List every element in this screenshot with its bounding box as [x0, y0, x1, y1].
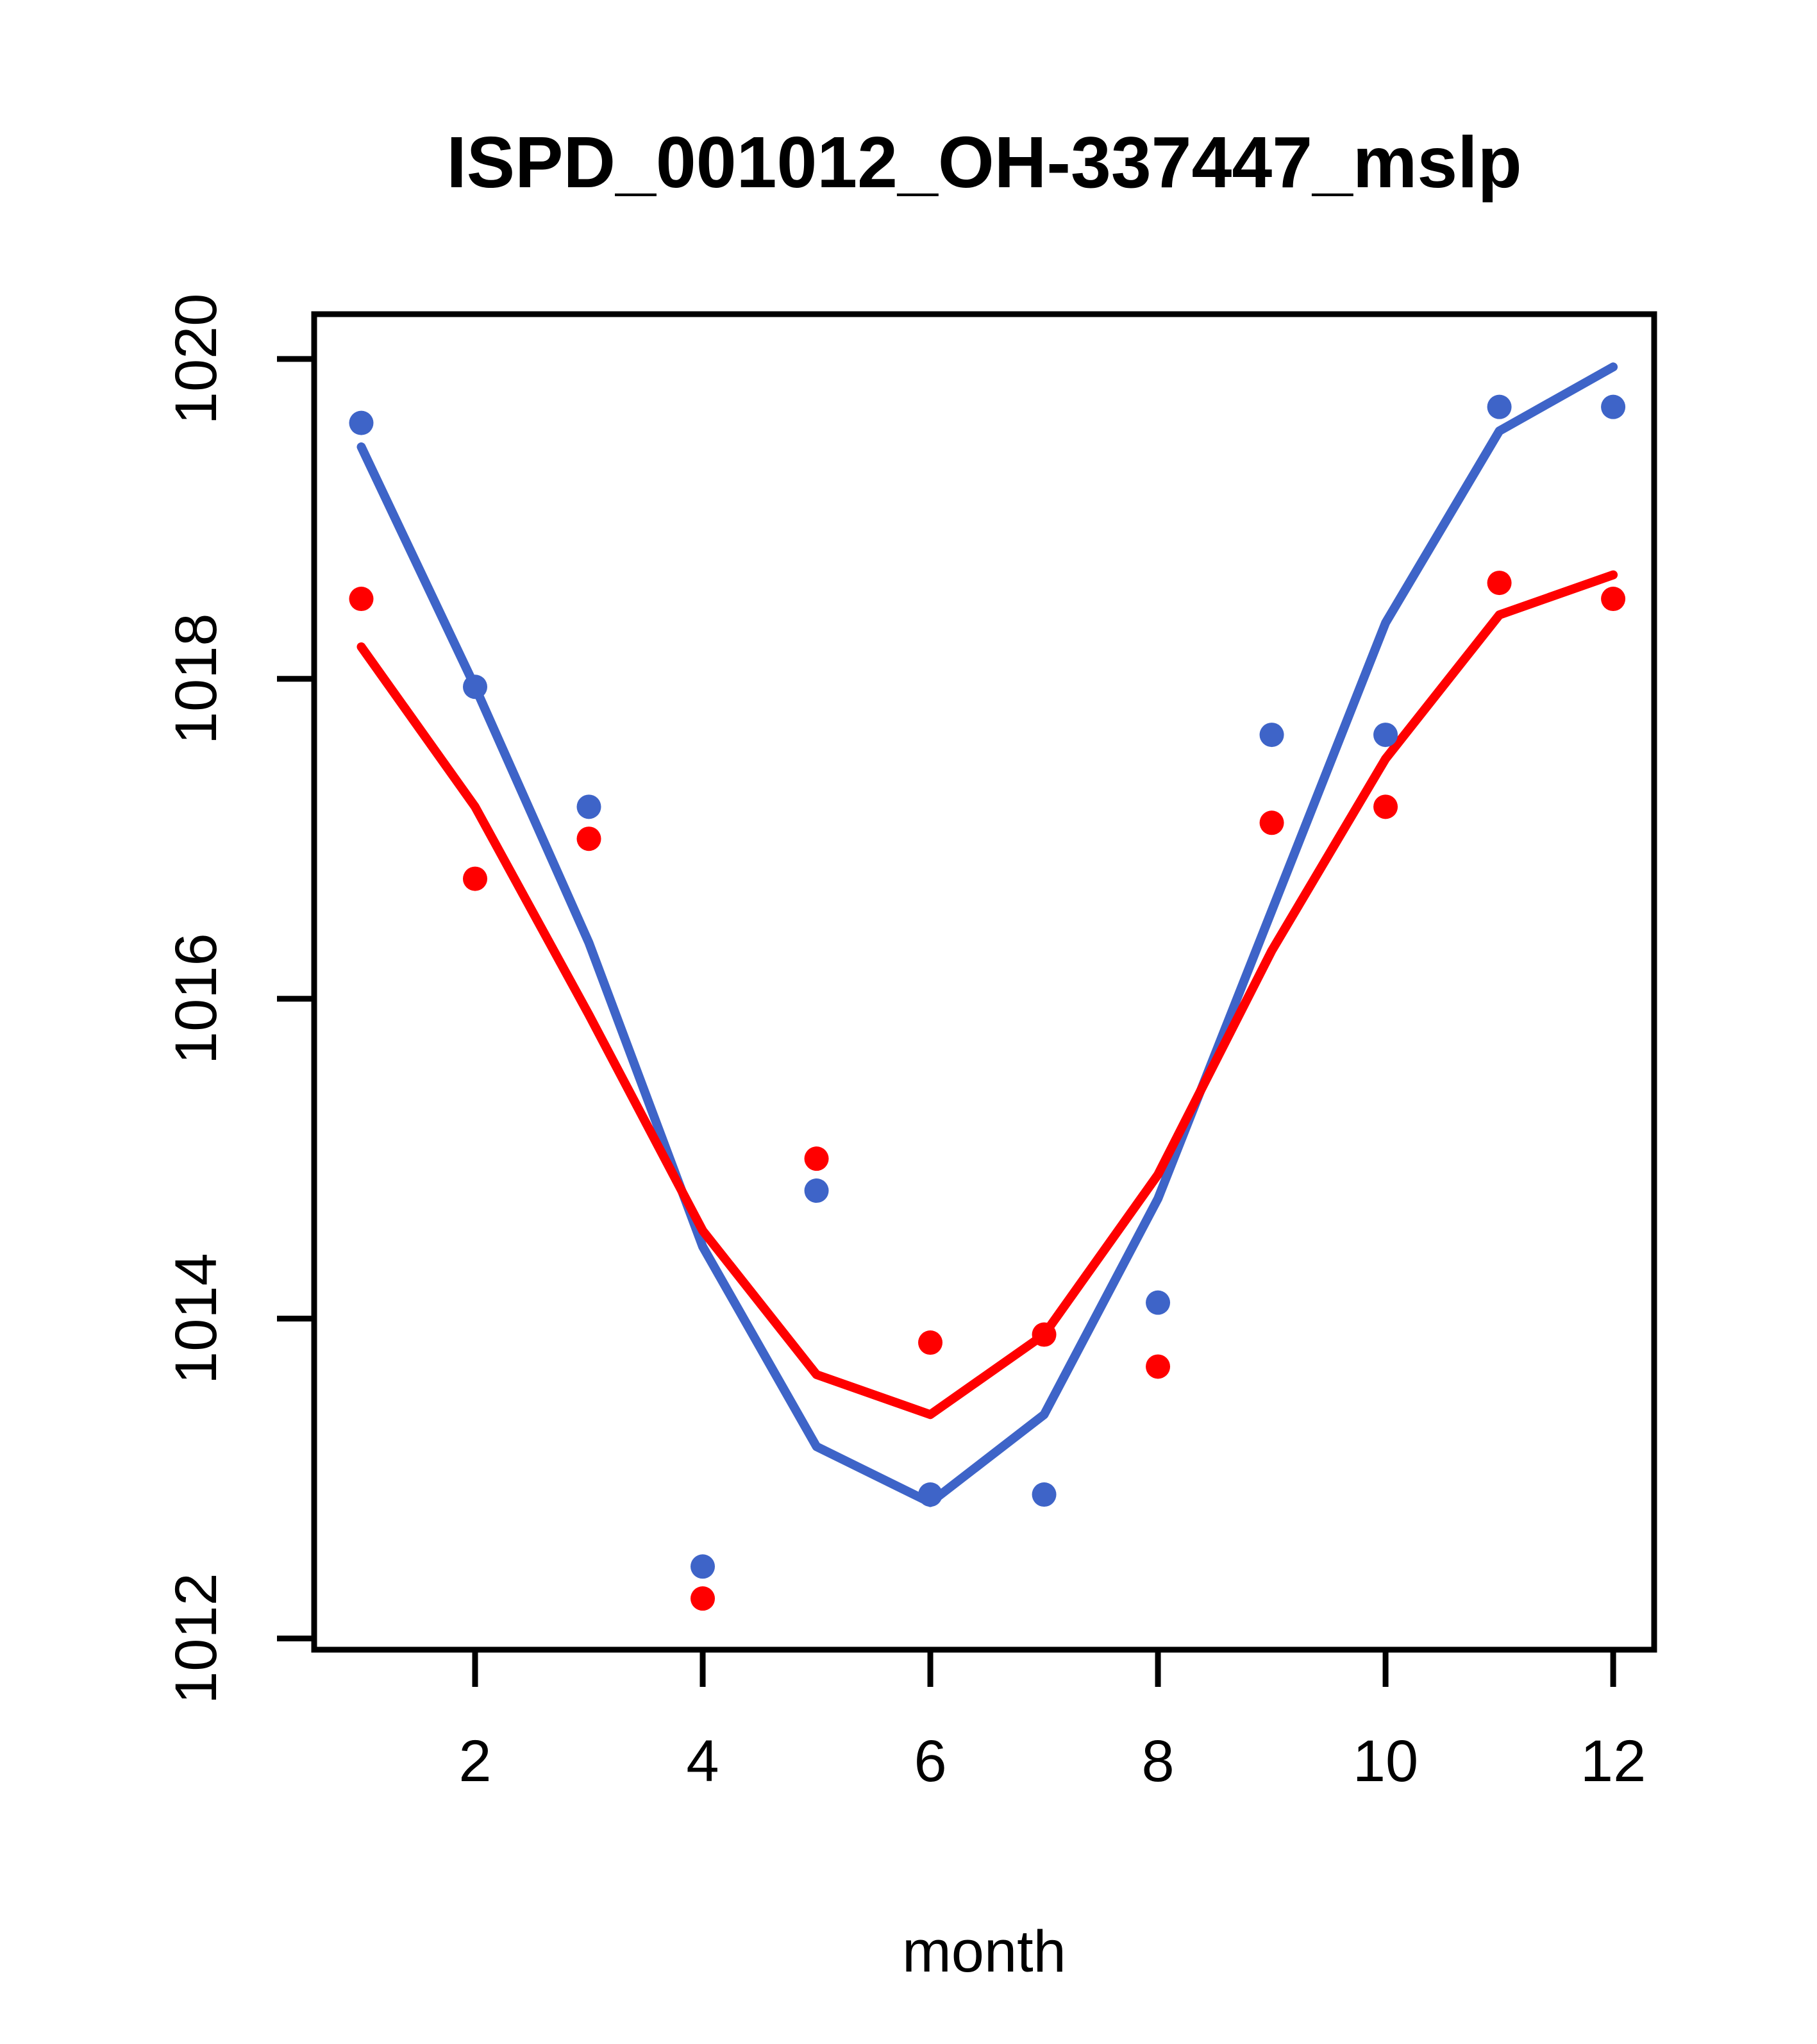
red-points-dot [918, 1330, 943, 1355]
blue-points-dot [1259, 723, 1284, 748]
y-tick-label: 1020 [163, 294, 229, 425]
red-points-dot [1373, 794, 1398, 819]
x-tick-label: 4 [686, 1729, 719, 1794]
x-tick-label: 2 [458, 1729, 491, 1794]
plot-area [311, 311, 1657, 1653]
y-tick-label: 1016 [163, 933, 229, 1064]
blue-points-dot [1373, 723, 1398, 748]
x-tick-label: 6 [914, 1729, 946, 1794]
blue-points-dot [1146, 1290, 1171, 1315]
x-tick-label: 12 [1580, 1729, 1646, 1794]
x-tick-label: 10 [1353, 1729, 1418, 1794]
blue-line [356, 362, 1618, 1507]
blue-points-dot [1601, 394, 1626, 419]
y-tick-label: 1018 [163, 613, 229, 744]
red-points-dot [1487, 571, 1512, 596]
y-tick-label: 1012 [163, 1573, 229, 1704]
blue-points-dot [349, 410, 374, 435]
red-points-dot [804, 1146, 829, 1171]
x-axis-label: month [902, 1919, 1066, 1984]
blue-points-dot [1487, 394, 1512, 419]
red-points-dot [1259, 810, 1284, 835]
red-points-dot [1146, 1354, 1171, 1379]
red-line [356, 570, 1618, 1420]
red-points-dot [1032, 1322, 1057, 1347]
red-points-dot [691, 1586, 716, 1611]
red-points-dot [462, 866, 487, 891]
blue-points-dot [804, 1178, 829, 1203]
y-axis: 1012 1014 1016 1018 1020 [163, 294, 314, 1704]
y-tick-label: 1014 [163, 1253, 229, 1384]
blue-points-dot [1032, 1482, 1057, 1507]
red-points-dot [576, 826, 601, 851]
blue-points-dot [462, 674, 487, 699]
blue-points-dot [918, 1482, 943, 1507]
red-points-dot [349, 587, 374, 612]
chart-title: ISPD_001012_OH-337447_mslp [446, 122, 1521, 203]
red-points-dot [1601, 587, 1626, 612]
blue-points-dot [576, 794, 601, 819]
series-layer [349, 362, 1626, 1611]
x-axis: 2 4 6 8 10 12 [458, 1650, 1646, 1794]
x-tick-label: 8 [1141, 1729, 1174, 1794]
blue-points-dot [691, 1554, 716, 1579]
